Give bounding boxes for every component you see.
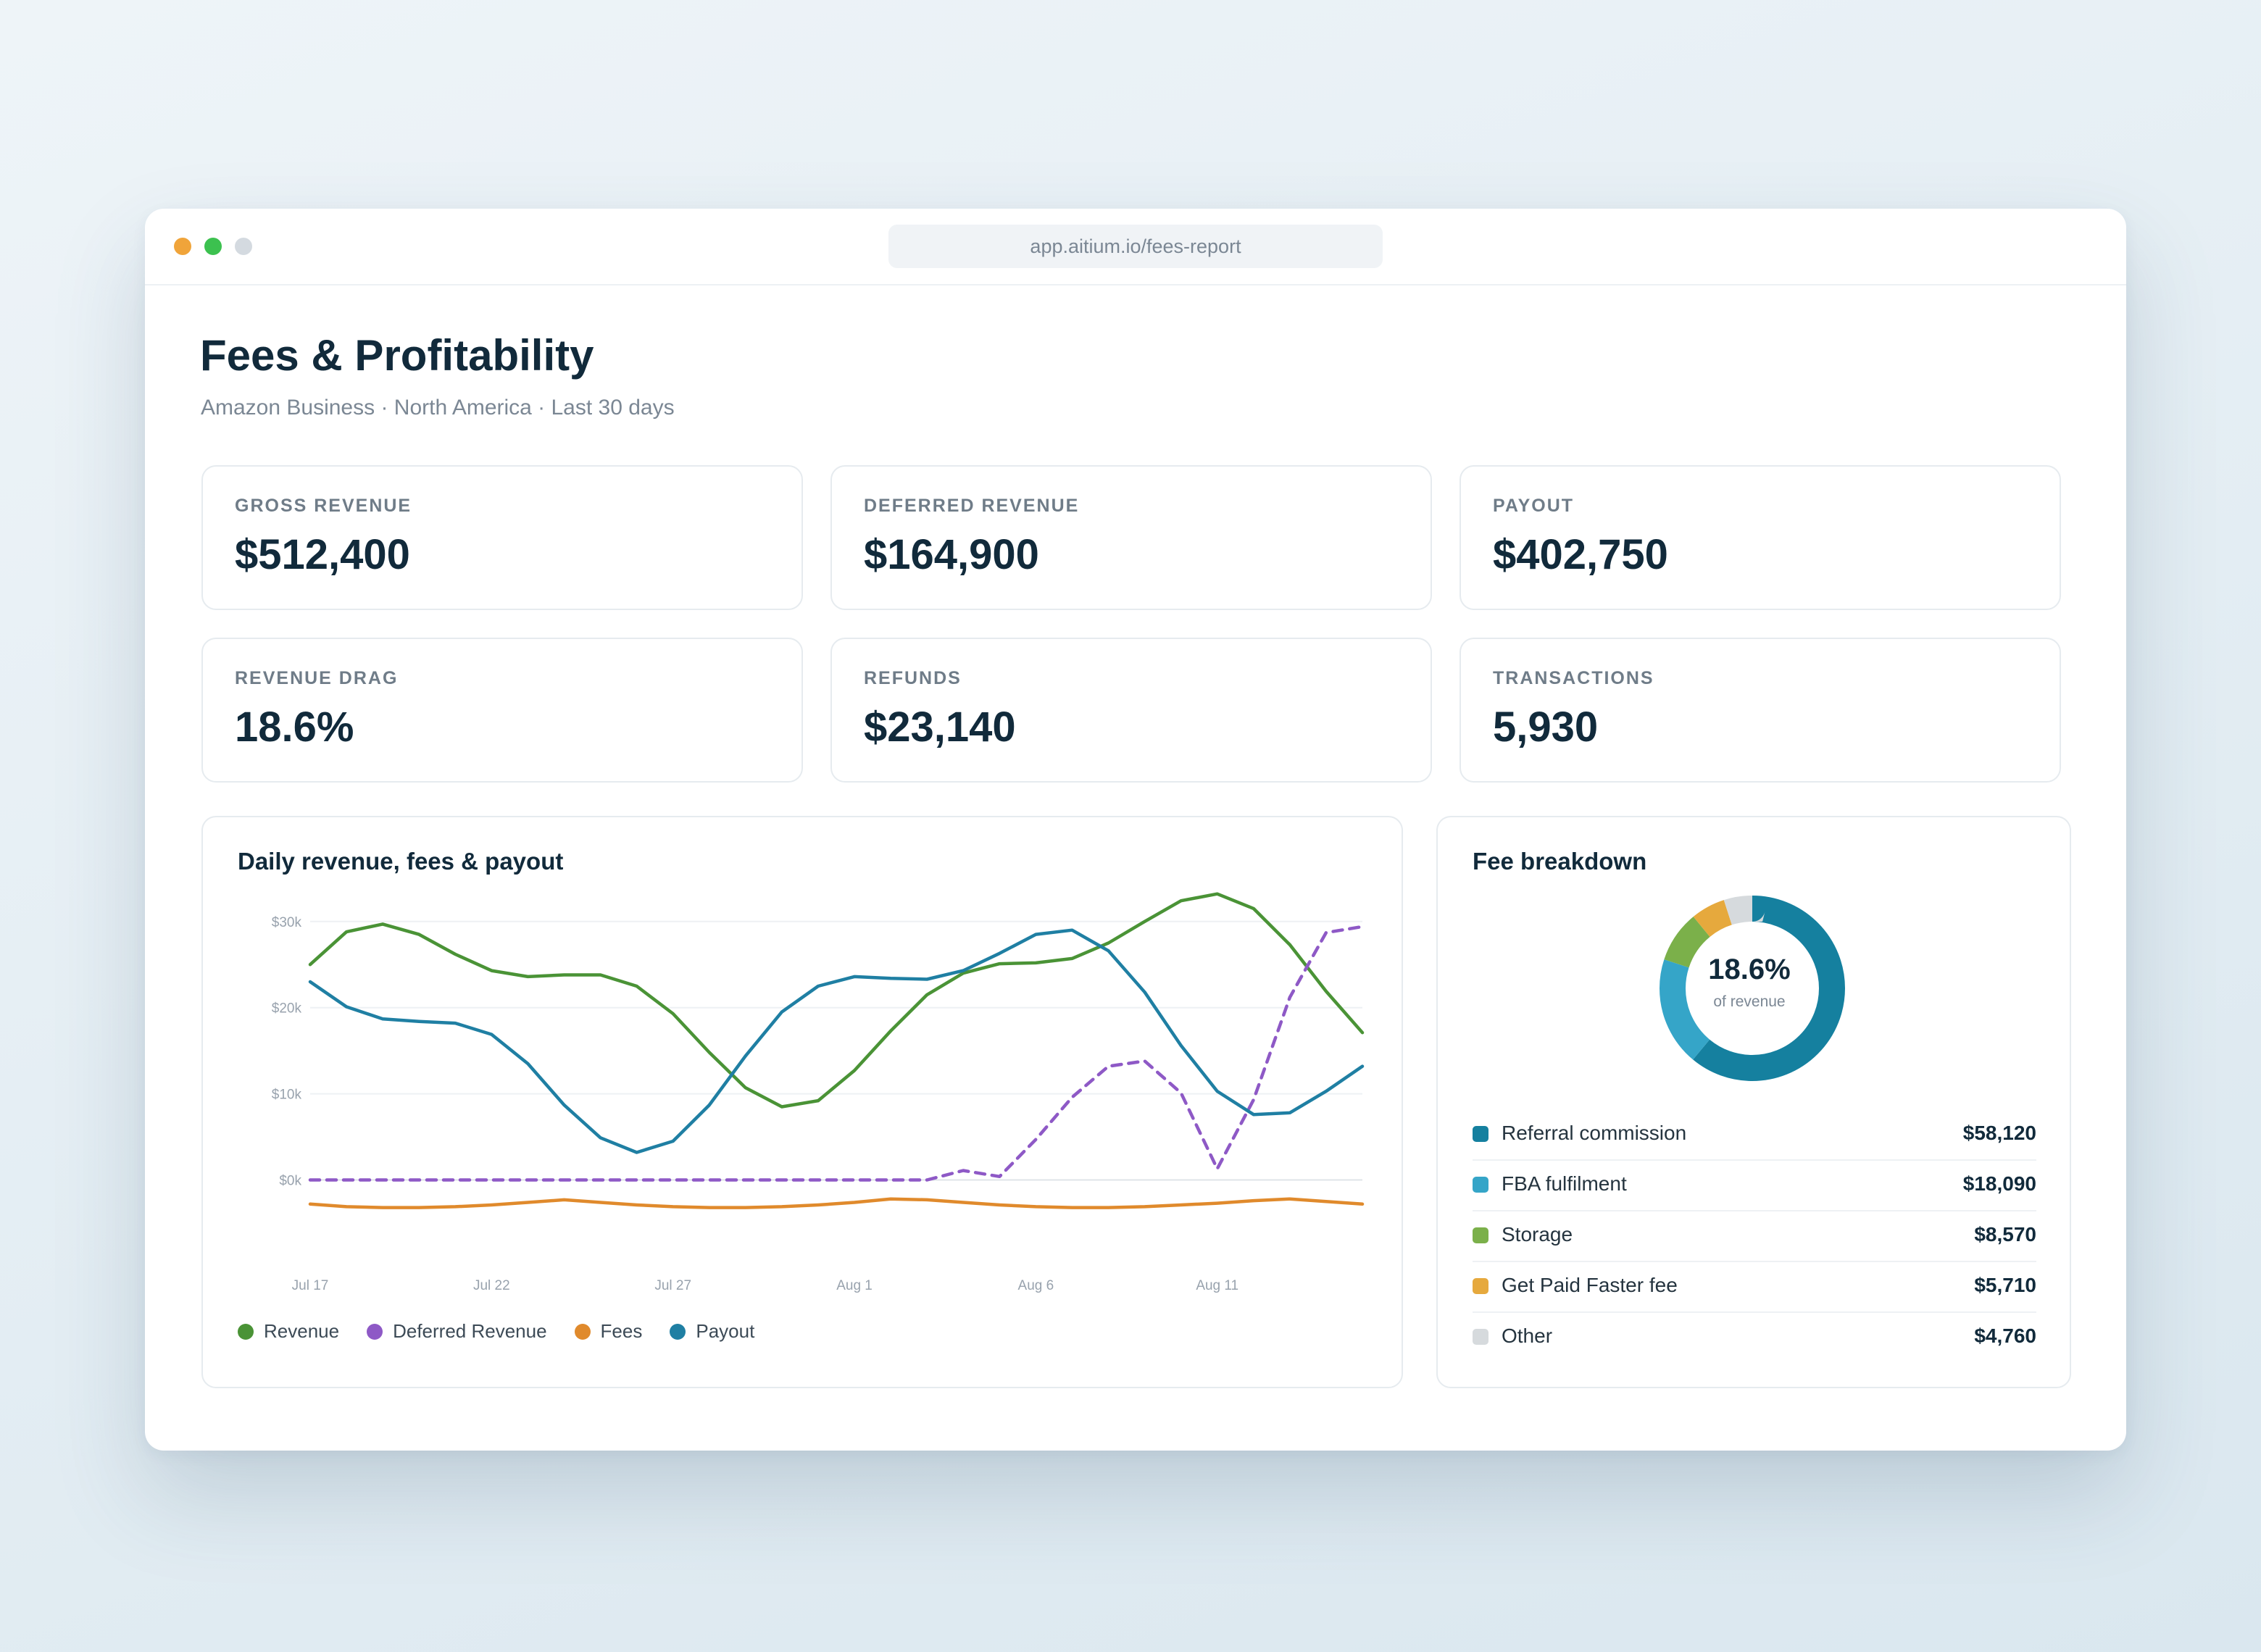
kpi-value: $402,750 [1493, 531, 1668, 578]
legend-swatch [238, 1323, 254, 1340]
kpi-value: 5,930 [1493, 704, 1599, 751]
legend-label: Fees [600, 1320, 643, 1342]
legend-item-payout[interactable]: Payout [670, 1320, 754, 1343]
fee-name: Referral commission [1502, 1122, 1687, 1144]
browser-titlebar: app.aitium.io/fees-report [145, 209, 2126, 285]
series-line-deferred-revenue [308, 925, 1365, 1182]
x-tick-label: Jul 27 [654, 1278, 691, 1293]
daily-chart-title: Daily revenue, fees & payout [238, 848, 564, 875]
legend-label: Payout [696, 1320, 755, 1342]
fee-swatch [1473, 1177, 1488, 1193]
kpi-value: 18.6% [235, 704, 354, 751]
legend-swatch [367, 1323, 383, 1340]
kpi-label: PAYOUT [1493, 496, 1575, 516]
x-tick-label: Aug 1 [836, 1278, 873, 1293]
fee-row-get-paid-faster: Get Paid Faster fee $5,710 [1473, 1262, 2036, 1313]
kpi-card-transactions: TRANSACTIONS 5,930 [1460, 638, 2061, 783]
fee-row-storage: Storage $8,570 [1473, 1211, 2036, 1262]
chart-legend: Revenue Deferred Revenue Fees Payout [238, 1320, 782, 1343]
page-title: Fees & Profitability [200, 331, 594, 380]
x-tick-label: Jul 17 [292, 1278, 329, 1293]
kpi-card-payout: PAYOUT $402,750 [1460, 465, 2061, 610]
fee-breakdown-list: Referral commission $58,120 FBA fulfilme… [1473, 1110, 2036, 1364]
x-tick-label: Jul 22 [473, 1278, 510, 1293]
kpi-label: REFUNDS [864, 668, 962, 688]
fee-swatch [1473, 1227, 1488, 1243]
fee-amount: $5,710 [1974, 1274, 2036, 1296]
fee-amount: $8,570 [1974, 1223, 2036, 1246]
page-subtitle: Amazon Business · North America · Last 3… [201, 396, 675, 420]
legend-swatch [574, 1323, 591, 1340]
legend-label: Revenue [264, 1320, 340, 1342]
y-tick-label: $20k [272, 1001, 302, 1017]
y-tick-label: $10k [272, 1088, 302, 1103]
fee-donut-chart [1660, 896, 1845, 1081]
series-line-fees [308, 1197, 1365, 1209]
fee-amount: $58,120 [1962, 1122, 2036, 1144]
kpi-label: GROSS REVENUE [235, 496, 412, 516]
address-bar[interactable]: app.aitium.io/fees-report [888, 225, 1383, 268]
kpi-label: REVENUE DRAG [235, 668, 399, 688]
daily-chart-card: Daily revenue, fees & payout $0k $10k $20k… [201, 816, 1403, 1388]
daily-line-chart: $0k $10k $20k $30k Jul 17 Jul 22 Jul 27 Aug 1 Au… [272, 892, 1365, 1293]
browser-window: app.aitium.io/fees-report Fees & Profita… [145, 209, 2126, 1451]
fee-swatch [1473, 1126, 1488, 1142]
y-tick-label: $30k [272, 915, 302, 930]
donut-center-value: 18.6% [1708, 954, 1791, 985]
donut-center-label: of revenue [1713, 993, 1786, 1010]
x-tick-label: Aug 6 [1018, 1278, 1054, 1293]
y-tick-label: $0k [279, 1174, 301, 1189]
fee-row-fba-fulfilment: FBA fulfilment $18,090 [1473, 1161, 2036, 1211]
fee-name: Other [1502, 1324, 1553, 1347]
legend-item-fees[interactable]: Fees [574, 1320, 643, 1343]
fee-breakdown-card: Fee breakdown 18.6% of revenue Referral … [1436, 816, 2071, 1388]
fee-swatch [1473, 1329, 1488, 1345]
window-maximize-button[interactable] [204, 238, 222, 255]
legend-label: Deferred Revenue [393, 1320, 547, 1342]
x-tick-label: Aug 11 [1196, 1278, 1238, 1293]
window-minimize-button[interactable] [174, 238, 191, 255]
fee-swatch [1473, 1278, 1488, 1294]
series-line-payout [308, 928, 1365, 1154]
kpi-value: $512,400 [235, 531, 410, 578]
fee-name: Get Paid Faster fee [1502, 1274, 1678, 1296]
legend-item-revenue[interactable]: Revenue [238, 1320, 339, 1343]
legend-swatch [670, 1323, 686, 1340]
fee-breakdown-title: Fee breakdown [1473, 848, 1647, 875]
legend-item-deferred-revenue[interactable]: Deferred Revenue [367, 1320, 547, 1343]
series-line-revenue [308, 892, 1365, 1109]
donut-slice-fba-fulfilment [1660, 896, 1845, 1081]
fee-row-other: Other $4,760 [1473, 1313, 2036, 1364]
fee-name: Storage [1502, 1223, 1573, 1246]
kpi-value: $23,140 [864, 704, 1016, 751]
fee-amount: $4,760 [1974, 1324, 2036, 1347]
fee-row-referral-commission: Referral commission $58,120 [1473, 1110, 2036, 1161]
kpi-card-refunds: REFUNDS $23,140 [830, 638, 1432, 783]
kpi-value: $164,900 [864, 531, 1039, 578]
fee-name: FBA fulfilment [1502, 1172, 1627, 1195]
window-inactive-button[interactable] [235, 238, 252, 255]
donut-center: 18.6% of revenue [1648, 948, 1851, 1011]
kpi-label: DEFERRED REVENUE [864, 496, 1080, 516]
kpi-card-revenue-drag: REVENUE DRAG 18.6% [201, 638, 803, 783]
kpi-label: TRANSACTIONS [1493, 668, 1654, 688]
fee-amount: $18,090 [1962, 1172, 2036, 1195]
kpi-card-deferred-revenue: DEFERRED REVENUE $164,900 [830, 465, 1432, 610]
donut-slice-other [1660, 896, 1845, 1081]
kpi-card-gross-revenue: GROSS REVENUE $512,400 [201, 465, 803, 610]
